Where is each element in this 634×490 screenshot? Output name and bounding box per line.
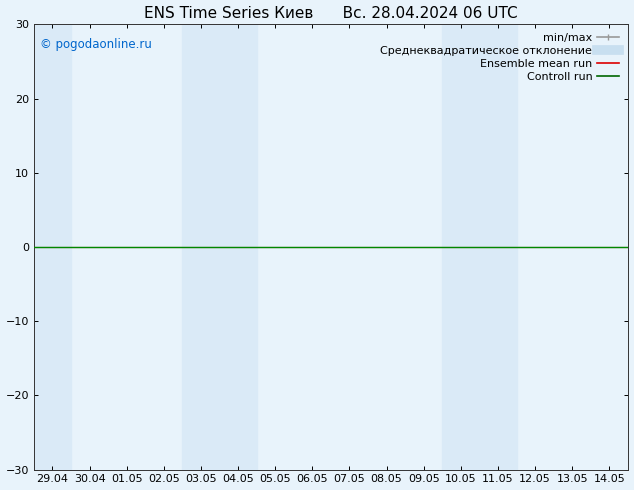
Bar (183, 24, 257, 469)
Bar (443, 24, 517, 469)
Bar (34, 24, 71, 469)
Legend: min/max, Среднеквадратическое отклонение, Ensemble mean run, Controll run: min/max, Среднеквадратическое отклонение… (377, 30, 623, 85)
Text: © pogodaonline.ru: © pogodaonline.ru (40, 38, 152, 51)
Title: ENS Time Series Киев      Вс. 28.04.2024 06 UTC: ENS Time Series Киев Вс. 28.04.2024 06 U… (144, 5, 518, 21)
